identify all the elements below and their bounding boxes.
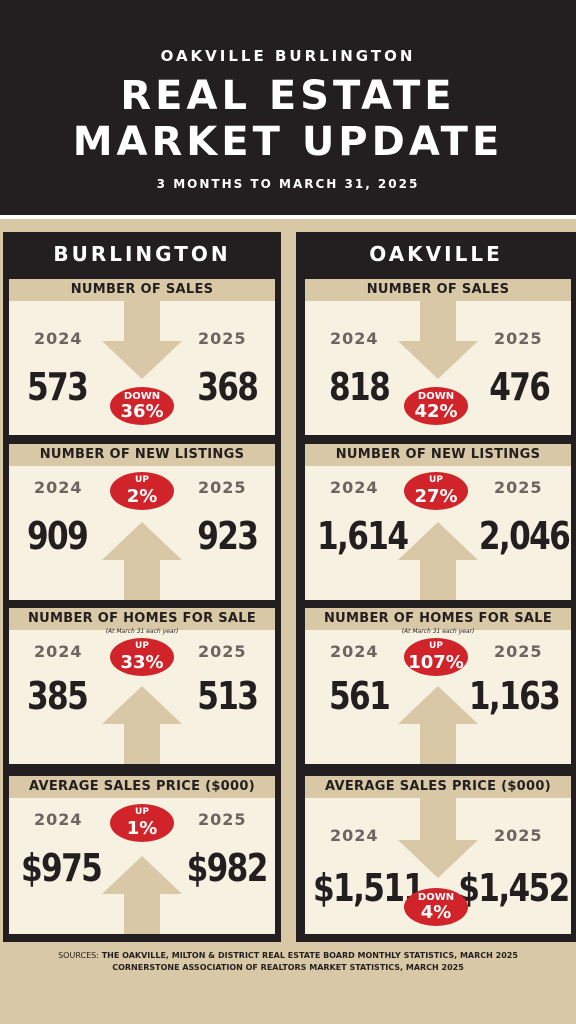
header-title-line2: MARKET UPDATE <box>72 119 504 165</box>
year-label-2025: 2025 <box>494 478 543 497</box>
arrow-down-icon <box>102 301 182 379</box>
year-label-2025: 2025 <box>198 478 247 497</box>
change-badge: UP 2% <box>110 472 174 510</box>
year-label-2025: 2025 <box>198 810 247 829</box>
header-divider <box>0 215 576 219</box>
year-label-2025: 2025 <box>198 642 247 661</box>
year-label-2024: 2024 <box>330 826 379 845</box>
change-badge: UP 1% <box>110 804 174 842</box>
change-badge: DOWN 4% <box>404 888 468 926</box>
year-label-2024: 2024 <box>330 329 379 348</box>
year-label-2025: 2025 <box>494 329 543 348</box>
change-percent: 107% <box>408 652 464 673</box>
burlington-listings-panel: NUMBER OF NEW LISTINGS 2024 2025 909 923… <box>9 444 275 600</box>
panel-title: NUMBER OF SALES <box>305 279 571 301</box>
value-2024: 1,614 <box>317 514 409 558</box>
value-2024: 573 <box>27 365 89 409</box>
oakville-listings-panel: NUMBER OF NEW LISTINGS 2024 2025 1,614 2… <box>305 444 571 600</box>
panel-title: NUMBER OF NEW LISTINGS <box>9 444 275 466</box>
panel-title: AVERAGE SALES PRICE ($000) <box>305 776 571 798</box>
oakville-sales-panel: NUMBER OF SALES 2024 2025 818 476 DOWN 4… <box>305 279 571 435</box>
change-percent: 4% <box>420 902 452 923</box>
panel-title: NUMBER OF HOMES FOR SALE <box>305 608 571 630</box>
burlington-column: BURLINGTON NUMBER OF SALES 2024 2025 573… <box>3 232 281 942</box>
header-title-line1: REAL ESTATE <box>120 73 456 119</box>
panel-title: NUMBER OF SALES <box>9 279 275 301</box>
header-subtitle: 3 MONTHS TO MARCH 31, 2025 <box>156 177 420 191</box>
value-2024: 561 <box>329 674 391 718</box>
change-percent: 2% <box>126 486 158 507</box>
change-direction: UP <box>135 641 149 651</box>
value-2025: 368 <box>196 365 259 409</box>
value-2024: 818 <box>329 365 391 409</box>
year-label-2025: 2025 <box>494 826 543 845</box>
value-2024: $975 <box>21 846 103 890</box>
year-label-2024: 2024 <box>34 810 83 829</box>
sources-line1: THE OAKVILLE, MILTON & DISTRICT REAL EST… <box>101 951 518 960</box>
burlington-sales-panel: NUMBER OF SALES 2024 2025 573 368 DOWN 3… <box>9 279 275 435</box>
value-2025: 513 <box>196 674 259 718</box>
change-percent: 1% <box>126 818 158 839</box>
arrow-up-icon <box>102 856 182 934</box>
arrow-down-icon <box>398 798 478 878</box>
arrow-up-icon <box>102 522 182 600</box>
change-badge: UP 33% <box>110 638 174 676</box>
panel-title: AVERAGE SALES PRICE ($000) <box>9 776 275 798</box>
panel-title: NUMBER OF NEW LISTINGS <box>305 444 571 466</box>
sources-label: SOURCES: <box>58 951 99 960</box>
oakville-column: OAKVILLE NUMBER OF SALES 2024 2025 818 4… <box>296 232 576 942</box>
year-label-2024: 2024 <box>34 642 83 661</box>
change-direction: UP <box>135 807 149 817</box>
change-badge: DOWN 42% <box>404 387 468 425</box>
oakville-price-panel: AVERAGE SALES PRICE ($000) 2024 2025 $1,… <box>305 776 571 934</box>
change-direction: UP <box>429 641 443 651</box>
change-percent: 42% <box>414 401 458 422</box>
change-percent: 33% <box>120 652 164 673</box>
sources-line2: CORNERSTONE ASSOCIATION OF REALTORS MARK… <box>112 963 464 972</box>
arrow-up-icon <box>398 522 478 600</box>
value-2025: $982 <box>186 846 269 890</box>
panel-note: (At March 31 each year) <box>401 628 475 635</box>
arrow-up-icon <box>398 686 478 764</box>
change-direction: DOWN <box>123 391 161 402</box>
change-direction: UP <box>429 475 443 485</box>
value-2025: $1,452 <box>458 866 571 910</box>
panel-title: NUMBER OF HOMES FOR SALE <box>9 608 275 630</box>
change-direction: UP <box>135 475 149 485</box>
value-2025: 1,163 <box>468 674 561 718</box>
sources-footnote: SOURCES: THE OAKVILLE, MILTON & DISTRICT… <box>0 950 576 974</box>
year-label-2025: 2025 <box>198 329 247 348</box>
city-title-burlington: BURLINGTON <box>53 242 231 266</box>
change-percent: 27% <box>414 486 458 507</box>
arrow-down-icon <box>398 301 478 379</box>
value-2024: 385 <box>27 674 89 718</box>
value-2024: 909 <box>27 514 89 558</box>
value-2025: 923 <box>196 514 259 558</box>
year-label-2024: 2024 <box>34 329 83 348</box>
change-percent: 36% <box>120 401 164 422</box>
year-label-2025: 2025 <box>494 642 543 661</box>
change-direction: DOWN <box>417 892 455 903</box>
year-label-2024: 2024 <box>330 478 379 497</box>
year-label-2024: 2024 <box>34 478 83 497</box>
oakville-homes-panel: NUMBER OF HOMES FOR SALE (At March 31 ea… <box>305 608 571 764</box>
change-badge: UP 107% <box>404 638 468 676</box>
year-label-2024: 2024 <box>330 642 379 661</box>
burlington-price-panel: AVERAGE SALES PRICE ($000) 2024 2025 $97… <box>9 776 275 934</box>
change-badge: UP 27% <box>404 472 468 510</box>
value-2025: 476 <box>488 365 551 409</box>
header-supertitle: OAKVILLE BURLINGTON <box>160 47 416 65</box>
burlington-homes-panel: NUMBER OF HOMES FOR SALE (At March 31 ea… <box>9 608 275 764</box>
value-2025: 2,046 <box>478 514 571 558</box>
panel-note: (At March 31 each year) <box>105 628 179 635</box>
city-title-oakville: OAKVILLE <box>369 242 503 266</box>
change-direction: DOWN <box>417 391 455 402</box>
header: OAKVILLE BURLINGTON REAL ESTATE MARKET U… <box>0 0 576 215</box>
change-badge: DOWN 36% <box>110 387 174 425</box>
arrow-up-icon <box>102 686 182 764</box>
